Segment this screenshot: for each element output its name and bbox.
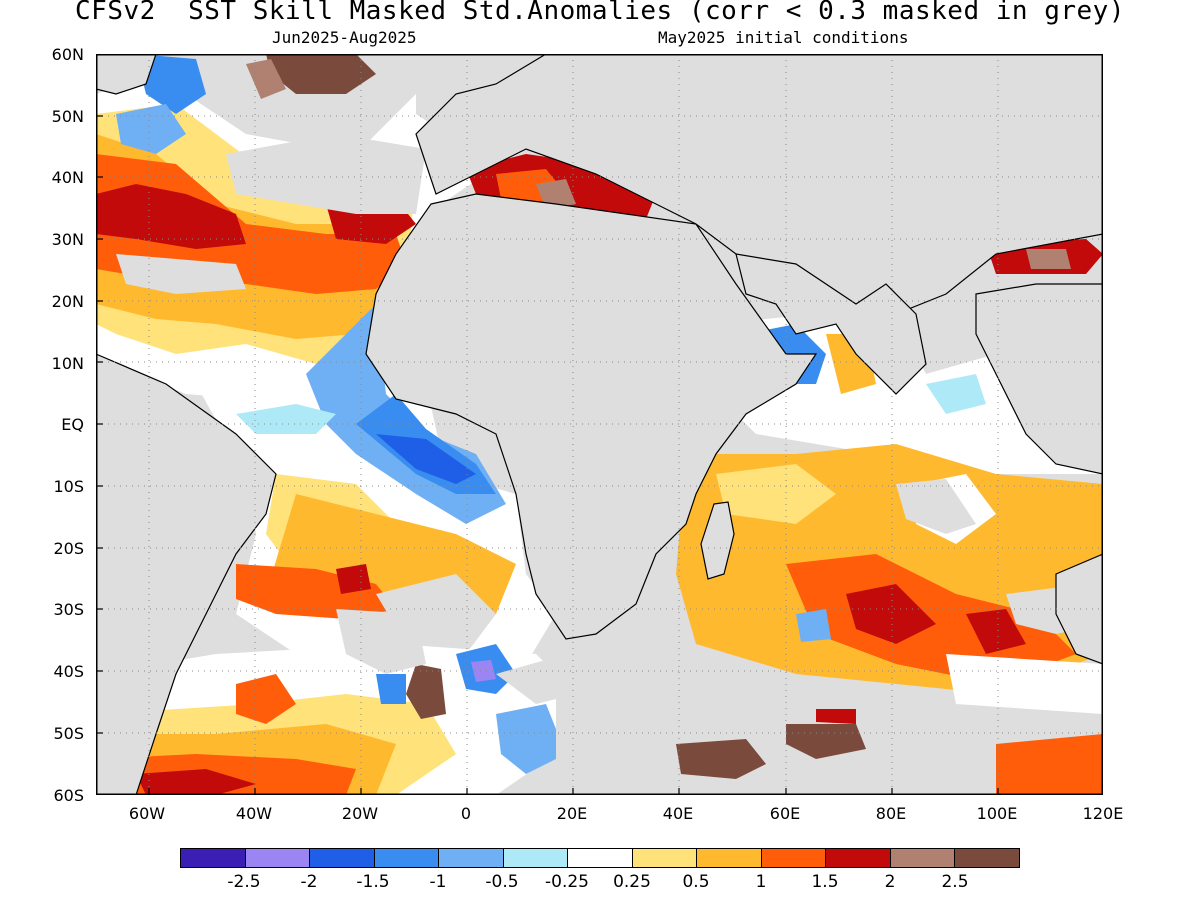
- anomaly-region-ss-brown: [406, 664, 446, 719]
- y-tick-label: 60S: [53, 786, 84, 805]
- anomaly-region-si-red2: [966, 609, 1026, 654]
- colorbar-segment: [568, 849, 633, 867]
- anomaly-region-so-orange: [996, 734, 1103, 795]
- colorbar-label: -0.25: [545, 872, 589, 892]
- colorbar-segment: [890, 849, 956, 867]
- colorbar-segment: [632, 849, 698, 867]
- anomaly-region-wp-brown: [1026, 249, 1071, 269]
- anomaly-region-ss-violet: [471, 660, 496, 682]
- colorbar-segment: [503, 849, 569, 867]
- anomaly-region-ss-orange2: [236, 674, 296, 724]
- anomaly-region-ta-darkblue: [376, 434, 476, 484]
- land-south-america: [96, 353, 277, 795]
- colorbar-label: 0.5: [682, 872, 710, 892]
- y-tick-label: 10S: [53, 477, 84, 496]
- colorbar-label: -0.5: [485, 872, 519, 892]
- anomaly-region-ss-blue2: [376, 674, 406, 704]
- y-tick-label: EQ: [61, 415, 84, 434]
- x-tick-label: 60E: [769, 804, 801, 823]
- colorbar-label: -1.5: [356, 872, 390, 892]
- colorbar-segment: [374, 849, 440, 867]
- x-tick-label: 60W: [128, 804, 166, 823]
- y-tick-label: 60N: [51, 45, 84, 64]
- y-tick-label: 40N: [51, 168, 84, 187]
- anomaly-region-na-brown: [266, 54, 376, 94]
- land-australia: [1055, 553, 1103, 665]
- land-greenland: [96, 54, 157, 95]
- colorbar-segment: [439, 849, 504, 867]
- x-tick-label: 0: [460, 804, 472, 823]
- map-title: CFSv2 SST Skill Masked Std.Anomalies (co…: [75, 0, 1125, 26]
- colorbar-label: 2: [884, 872, 896, 892]
- anomaly-region-si-red: [846, 584, 936, 644]
- tick-marks: [96, 115, 999, 795]
- land-se-asia: [975, 283, 1103, 475]
- y-tick-label: 20S: [53, 539, 84, 558]
- y-tick-label: 30S: [53, 600, 84, 619]
- colorbar-label: 2.5: [941, 872, 969, 892]
- anomaly-region-na-red: [96, 184, 246, 249]
- anomaly-region-ss-lightblue: [496, 704, 566, 774]
- anomaly-region-si-lightyellow: [716, 464, 836, 524]
- colorbar-label: 1: [755, 872, 767, 892]
- colorbar-segment: [955, 849, 1019, 867]
- land-madagascar: [700, 501, 735, 580]
- colorbar: [180, 848, 1020, 868]
- anomaly-region-med-brown: [536, 179, 576, 209]
- y-tick-label: 20N: [51, 292, 84, 311]
- colorbar-segment: [181, 849, 246, 867]
- x-tick-label: 20E: [556, 804, 588, 823]
- y-tick-label: 10N: [51, 354, 84, 373]
- anomaly-region-na-blue: [136, 54, 206, 114]
- initial-conditions-label: May2025 initial conditions: [658, 28, 909, 47]
- masked-patch: [226, 134, 426, 214]
- colorbar-segment: [826, 849, 891, 867]
- anomaly-region-sa-red: [336, 564, 371, 594]
- y-tick-label: 50N: [51, 107, 84, 126]
- masked-patch: [336, 609, 426, 674]
- colorbar-label: -2.5: [227, 872, 261, 892]
- x-tick-label: 20W: [341, 804, 379, 823]
- forecast-period-label: Jun2025-Aug2025: [272, 28, 417, 47]
- y-tick-label: 30N: [51, 230, 84, 249]
- colorbar-segment: [761, 849, 827, 867]
- anomaly-region-so-white: [946, 654, 1103, 714]
- x-tick-label: 40E: [662, 804, 694, 823]
- masked-patch: [896, 479, 976, 534]
- land-arabia-india: [735, 253, 927, 395]
- x-tick-label: 100E: [976, 804, 1018, 823]
- anomaly-region-si-blue: [796, 609, 831, 642]
- colorbar-segment: [697, 849, 762, 867]
- colorbar-label: -2: [300, 872, 318, 892]
- land-africa: [365, 193, 818, 640]
- sst-anomaly-map: [96, 54, 1103, 795]
- x-tick-label: 120E: [1082, 804, 1124, 823]
- anomaly-region-so-brown: [676, 739, 766, 779]
- anomaly-region-ai-cyan: [926, 374, 986, 414]
- anomaly-region-ta-cyan: [236, 404, 336, 434]
- colorbar-label: 0.25: [613, 872, 651, 892]
- y-tick-label: 40S: [53, 662, 84, 681]
- x-tick-label: 40W: [235, 804, 273, 823]
- anomaly-region-so-red: [816, 709, 856, 724]
- colorbar-label: -1: [429, 872, 447, 892]
- y-tick-label: 50S: [53, 724, 84, 743]
- x-tick-label: 80E: [875, 804, 907, 823]
- anomaly-region-sa-deeporange: [236, 564, 396, 619]
- anomaly-region-ss-red: [136, 769, 256, 795]
- colorbar-segment: [310, 849, 375, 867]
- colorbar-segment: [245, 849, 311, 867]
- colorbar-label: 1.5: [811, 872, 839, 892]
- anomaly-region-na-lightbrown: [246, 59, 286, 99]
